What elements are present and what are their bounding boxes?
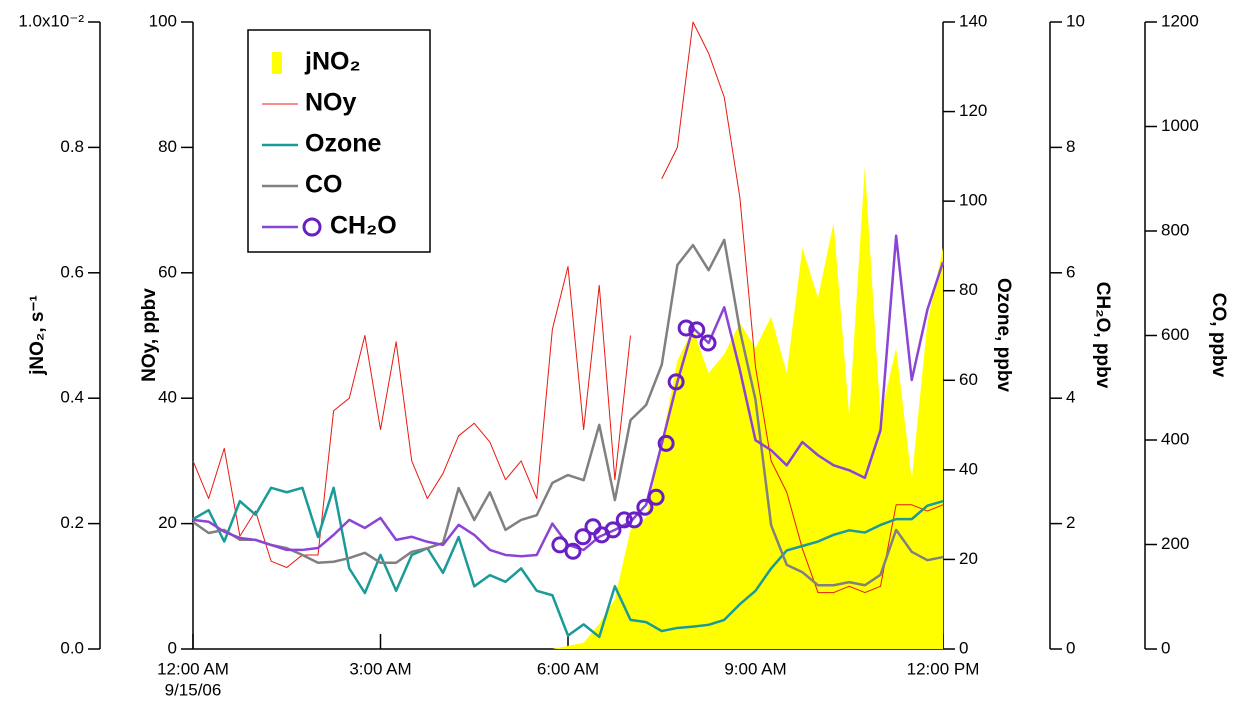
marker (604, 521, 622, 539)
marker (584, 518, 602, 536)
y-tick-label: 0.6 (60, 262, 84, 281)
axis-title: NOy, ppbv (139, 288, 160, 382)
axis-title: Ozone, ppbv (993, 278, 1014, 392)
x-date-label: 9/15/06 (165, 680, 222, 699)
y-tick-label: 6 (1066, 262, 1075, 281)
legend-label: CH₂O (330, 212, 397, 240)
x-tick-label: 9:00 AM (724, 659, 786, 678)
axis-title: CO, ppbv (1208, 293, 1229, 378)
marker (657, 434, 675, 452)
y-tick-label: 120 (959, 101, 987, 120)
y-tick-label: 60 (158, 262, 177, 281)
y-tick-label: 1000 (1161, 116, 1199, 135)
marker (688, 321, 706, 339)
y-tick-label: 0 (1161, 638, 1170, 657)
y-tick-label: 0.8 (60, 137, 84, 156)
marker (615, 511, 633, 529)
x-tick-label: 12:00 PM (907, 659, 980, 678)
marker (564, 542, 582, 560)
marker (636, 498, 654, 516)
legend-marker (302, 217, 322, 237)
y-tick-label: 20 (959, 549, 978, 568)
axis-title: jNO₂, s⁻¹ (27, 295, 48, 376)
y-tick-label: 80 (959, 280, 978, 299)
marker (699, 334, 717, 352)
y-tick-label: 0.0 (60, 638, 84, 657)
y-tick-label: 10 (1066, 11, 1085, 30)
legend-swatch (272, 52, 282, 74)
legend-label: CO (305, 171, 343, 199)
y-tick-label: 0.2 (60, 513, 84, 532)
y-tick-label: 200 (1161, 534, 1189, 553)
line (192, 238, 944, 587)
legend-label: Ozone (305, 130, 381, 158)
y-tick-label: 600 (1161, 325, 1189, 344)
legend-label: jNO₂ (304, 48, 361, 76)
legend-label: NOy (305, 89, 357, 117)
marker (667, 373, 685, 391)
y-tick-label: 1200 (1161, 11, 1199, 30)
y-tick-label: 60 (959, 370, 978, 389)
x-tick-label: 6:00 AM (537, 659, 599, 678)
x-tick-label: 3:00 AM (349, 659, 411, 678)
y-tick-label: 40 (158, 388, 177, 407)
y-tick-label: 4 (1066, 388, 1075, 407)
line (192, 486, 944, 639)
y-tick-label: 400 (1161, 429, 1189, 448)
marker (574, 528, 592, 546)
y-tick-label: 100 (959, 191, 987, 210)
y-tick-label: 100 (149, 11, 177, 30)
marker (625, 511, 643, 529)
y-tick-label: 800 (1161, 220, 1189, 239)
y-tick-label: 0 (959, 638, 968, 657)
marker (677, 319, 695, 337)
y-tick-label: 80 (158, 137, 177, 156)
x-tick-label: 12:00 AM (157, 659, 229, 678)
y-tick-label: 8 (1066, 137, 1075, 156)
y-tick-label: 40 (959, 459, 978, 478)
y-tick-label: 1.0x10⁻² (18, 11, 84, 30)
y-tick-label: 140 (959, 11, 987, 30)
marker (551, 536, 569, 554)
y-tick-label: 20 (158, 513, 177, 532)
y-tick-label: 0.4 (60, 388, 84, 407)
y-tick-label: 0 (168, 638, 177, 657)
marker (647, 488, 665, 506)
axis-title: CH₂O, ppbv (1092, 282, 1113, 389)
y-tick-label: 0 (1066, 638, 1075, 657)
y-tick-label: 2 (1066, 513, 1075, 532)
